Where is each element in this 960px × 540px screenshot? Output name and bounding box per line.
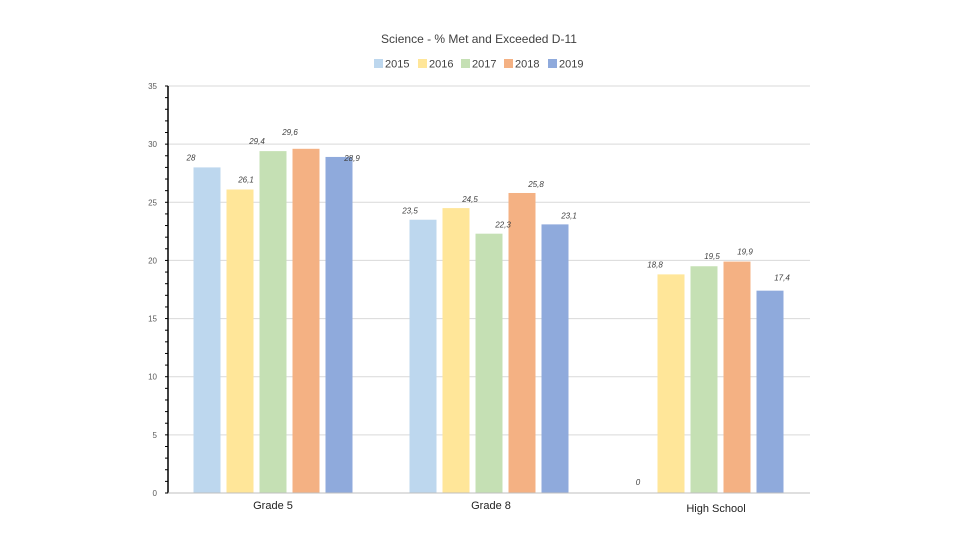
legend-label: 2015 (385, 59, 409, 71)
bar-2016 (442, 208, 470, 493)
data-labels: 28 26,1 29,4 29,6 28,9 23,5 24,5 22,3 25,8 23,1 0 1… (186, 128, 791, 487)
y-tick-label: 20 (148, 256, 157, 265)
legend-swatch (374, 59, 383, 68)
x-tick-label: Grade 5 (253, 500, 293, 512)
bars (193, 148, 784, 494)
bar-2019 (756, 290, 784, 493)
chart-title: Science - % Met and Exceeded D-11 (381, 32, 577, 46)
data-label: 26,1 (237, 175, 254, 184)
y-axis: 0 5 10 15 20 25 30 35 (148, 82, 169, 498)
legend-label: 2017 (472, 59, 496, 71)
data-label: 29,6 (281, 128, 298, 137)
bar-2017 (259, 151, 287, 493)
data-label: 24,5 (461, 195, 478, 204)
y-tick-label: 15 (148, 315, 157, 324)
y-tick-label: 10 (148, 373, 157, 382)
bar-2019 (541, 224, 569, 493)
legend-label: 2018 (515, 59, 539, 71)
legend-swatch (461, 59, 470, 68)
bar-2017 (690, 266, 718, 493)
data-label: 17,4 (774, 274, 790, 283)
data-label: 22,3 (494, 221, 511, 230)
data-label: 19,5 (704, 252, 720, 261)
bar-2016 (226, 189, 254, 493)
data-label: 19,9 (737, 248, 753, 257)
bar-2015 (193, 167, 221, 493)
y-tick-label: 5 (153, 431, 158, 440)
y-tick-label: 30 (148, 140, 157, 149)
x-axis: Grade 5 Grade 8 High School (168, 492, 810, 515)
bar-2015 (409, 219, 437, 493)
bar-2018 (723, 261, 751, 493)
y-tick-label: 35 (148, 82, 157, 91)
data-label: 0 (636, 478, 641, 487)
data-label: 28,9 (343, 154, 360, 163)
data-label: 28 (186, 153, 196, 162)
bar-2017 (475, 233, 503, 493)
legend: 2015 2016 2017 2018 2019 (374, 59, 583, 71)
data-label: 23,5 (401, 207, 418, 216)
data-label: 29,4 (248, 137, 265, 146)
bar-2019 (325, 156, 353, 494)
legend-label: 2019 (559, 59, 583, 71)
y-tick-label: 0 (153, 489, 158, 498)
legend-swatch (418, 59, 427, 68)
data-label: 23,1 (560, 211, 577, 220)
y-tick-label: 25 (148, 198, 157, 207)
data-label: 25,8 (527, 180, 544, 189)
bar-2018 (292, 148, 320, 493)
x-tick-label: Grade 8 (471, 500, 511, 512)
bar-2018 (508, 192, 536, 494)
legend-swatch (548, 59, 557, 68)
legend-swatch (504, 59, 513, 68)
legend-label: 2016 (429, 59, 453, 71)
x-tick-label: High School (686, 503, 745, 515)
data-label: 18,8 (647, 260, 663, 269)
bar-2016 (657, 274, 685, 493)
